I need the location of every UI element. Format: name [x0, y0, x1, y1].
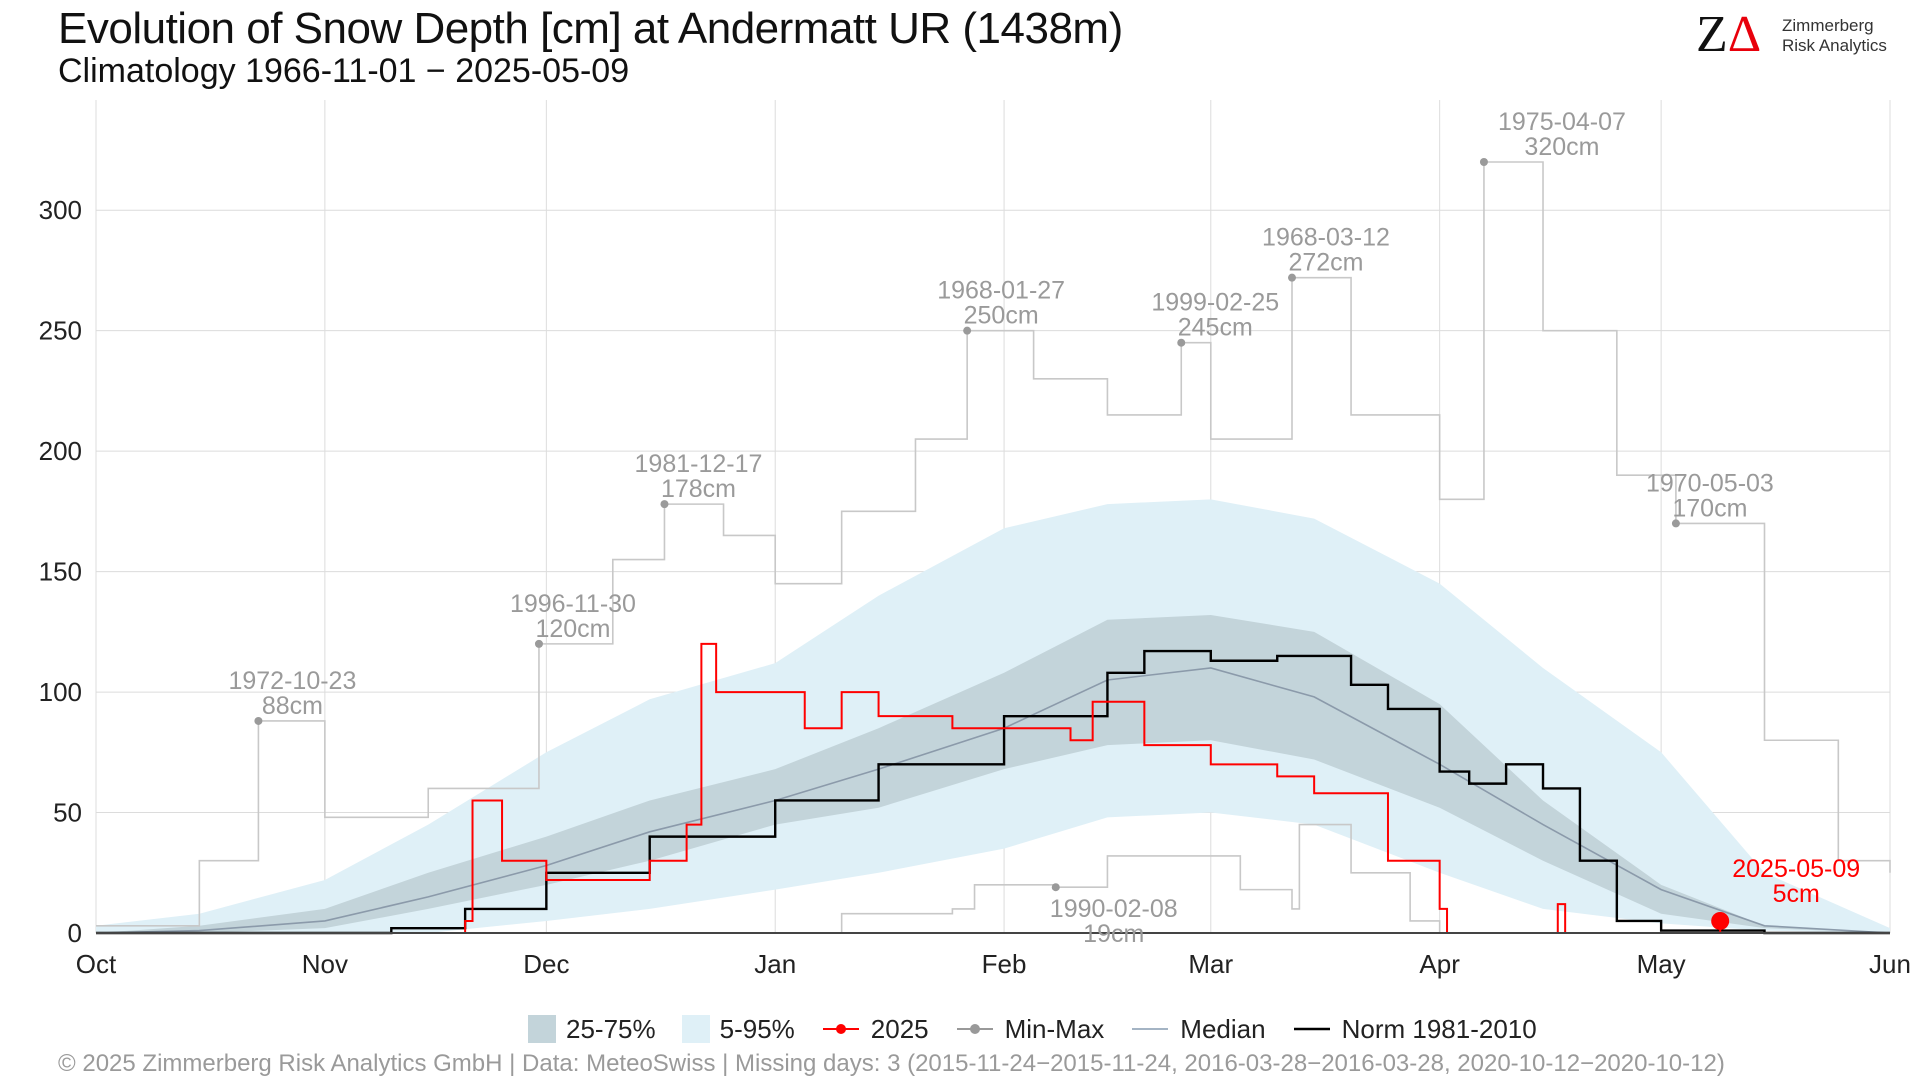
logo-mark: ZΔ [1696, 6, 1762, 63]
x-tick-label-jan: Jan [754, 949, 796, 979]
legend-swatch-5-95 [681, 1015, 710, 1043]
annotation-value-0: 88cm [262, 692, 323, 720]
annotation-point-0 [254, 716, 263, 725]
annotation-value-4: 245cm [1178, 314, 1253, 342]
annotation-date-4: 1999-02-25 [1151, 289, 1279, 317]
y-tick-label-150: 150 [39, 557, 82, 587]
company-logo: ZΔ Zimmerberg Risk Analytics [1696, 8, 1896, 62]
annotation-value-5: 272cm [1288, 249, 1363, 277]
min-series-line [96, 823, 1441, 934]
legend-item-norm: Norm 1981-2010 [1292, 1014, 1537, 1045]
annotation-value-3: 250cm [964, 302, 1039, 330]
annotation-date-5: 1968-03-12 [1262, 224, 1390, 252]
x-tick-label-nov: Nov [302, 949, 348, 979]
legend-item-25-75: 25-75% [528, 1014, 656, 1045]
x-tick-label-dec: Dec [523, 949, 569, 979]
chart-subtitle: Climatology 1966-11-01 − 2025-05-09 [58, 52, 630, 90]
legend-item-5-95: 5-95% [681, 1013, 795, 1045]
legend: 25-75% 5-95% 2025 Min-Max Median Norm 19… [528, 1012, 1563, 1046]
logo-line1: Zimmerberg [1782, 16, 1874, 35]
legend-marker-2025 [822, 1024, 859, 1034]
annotation-point-1 [534, 639, 543, 648]
logo-line2: Risk Analytics [1782, 36, 1887, 55]
annotation-value-1: 120cm [535, 615, 610, 643]
x-tick-label-jun: Jun [1869, 949, 1911, 979]
annotation-date-9: 2025-05-09 [1732, 855, 1860, 883]
annotation-point-9 [1711, 911, 1730, 930]
band-25-75 [96, 614, 1890, 933]
bands [96, 499, 1890, 933]
annotation-point-2 [660, 500, 669, 509]
annotation-point-3 [963, 326, 972, 335]
annotation-date-1: 1996-11-30 [510, 590, 636, 618]
legend-marker-min-max [956, 1024, 993, 1034]
y-tick-label-100: 100 [39, 677, 82, 707]
legend-label-5-95: 5-95% [719, 1013, 795, 1044]
annotation-point-4 [1177, 338, 1186, 347]
annotation-value-9: 5cm [1773, 880, 1820, 908]
chart-title: Evolution of Snow Depth [cm] at Andermat… [58, 4, 1123, 53]
annotation-date-2: 1981-12-17 [635, 450, 763, 478]
annotation-value-8: 19cm [1083, 920, 1144, 948]
legend-label-median: Median [1180, 1013, 1266, 1044]
axes: 0 50 100 150 200 250 300 Oct Nov Dec Jan Feb Mar Apr M… [39, 195, 1911, 979]
x-tick-label-mar: Mar [1188, 949, 1233, 979]
y-tick-label-250: 250 [39, 316, 82, 346]
legend-item-min-max: Min-Max [955, 1013, 1105, 1045]
annotation-point-5 [1288, 273, 1296, 282]
legend-marker-norm [1293, 1027, 1330, 1031]
series-lines [95, 161, 1891, 935]
year-2025-line [96, 642, 1722, 934]
annotation-date-0: 1972-10-23 [228, 667, 356, 695]
legend-label-min-max: Min-Max [1004, 1013, 1105, 1044]
annotation-value-7: 170cm [1672, 494, 1747, 522]
annotation-value-2: 178cm [661, 475, 736, 503]
annotation-date-3: 1968-01-27 [937, 277, 1065, 305]
legend-label-2025: 2025 [870, 1013, 929, 1044]
y-tick-label-200: 200 [39, 436, 82, 466]
annotation-point-7 [1671, 519, 1680, 528]
x-tick-label-oct: Oct [76, 949, 117, 979]
x-tick-label-apr: Apr [1419, 949, 1460, 979]
legend-item-2025: 2025 [821, 1014, 929, 1045]
legend-label-25-75: 25-75% [566, 1013, 656, 1044]
footer-credits: © 2025 Zimmerberg Risk Analytics GmbH | … [58, 1050, 1725, 1077]
annotation-value-6: 320cm [1524, 133, 1599, 161]
legend-marker-median [1132, 1028, 1169, 1030]
y-tick-label-0: 0 [68, 918, 82, 948]
x-tick-label-feb: Feb [982, 949, 1027, 979]
legend-item-median: Median [1130, 1013, 1266, 1045]
annotation-point-8 [1051, 883, 1060, 892]
logo-text: Zimmerberg Risk Analytics [1782, 16, 1887, 56]
x-tick-label-may: May [1637, 949, 1686, 979]
y-tick-label-300: 300 [39, 195, 82, 225]
max-series-line [96, 161, 1891, 927]
annotations: 1972-10-2388cm1996-11-30120cm1981-12-171… [228, 108, 1860, 948]
annotation-date-6: 1975-04-07 [1498, 108, 1626, 136]
annotation-point-6 [1479, 158, 1488, 166]
snow-depth-chart: 0 50 100 150 200 250 300 Oct Nov Dec Jan Feb Mar Apr M… [39, 100, 1911, 979]
annotation-date-8: 1990-02-08 [1050, 895, 1178, 923]
legend-label-norm: Norm 1981-2010 [1341, 1013, 1537, 1044]
y-tick-label-50: 50 [53, 798, 82, 828]
legend-swatch-25-75 [528, 1015, 556, 1043]
annotation-date-7: 1970-05-03 [1646, 469, 1774, 497]
